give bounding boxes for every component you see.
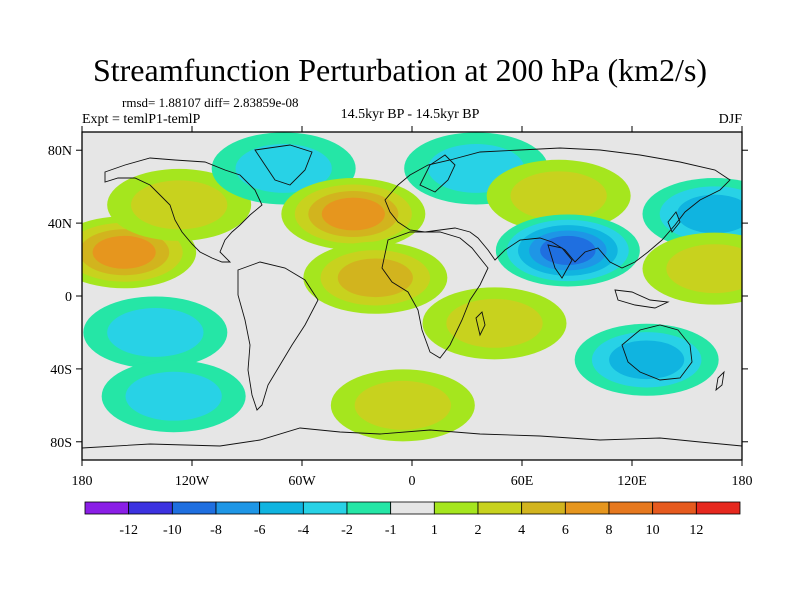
colorbar-swatch (608, 501, 654, 515)
contour-north-atlantic-positive-level-6 (321, 197, 385, 231)
colorbar-swatch (171, 501, 217, 515)
season-label: DJF (718, 112, 742, 127)
colorbar-swatch (390, 501, 435, 515)
y-tick-label: 80N (48, 144, 72, 159)
contour-indian-ocean-positive-level-2 (446, 298, 543, 348)
coastline-india (547, 244, 573, 279)
x-tick-label: 60E (511, 474, 534, 489)
colorbar-swatch (521, 501, 566, 515)
colorbar-label: 2 (475, 523, 482, 538)
colorbar-label: -2 (341, 523, 353, 538)
x-tick-label: 180 (72, 474, 93, 489)
x-axis: 180 120W 60W 0 60E 120E 180 (72, 126, 753, 489)
colorbar-label: 4 (518, 523, 525, 538)
coastline-layer (82, 144, 742, 449)
colorbar-swatch (433, 501, 479, 515)
period-label: 14.5kyr BP - 14.5kyr BP (340, 107, 480, 122)
x-tick-label: 180 (732, 474, 753, 489)
colorbar-label: 12 (689, 523, 703, 538)
colorbar-swatch (259, 501, 304, 515)
colorbar-swatch (346, 501, 392, 515)
contour-south-pacific-negative-level-2 (107, 307, 204, 357)
colorbar-swatch (564, 501, 610, 515)
coastline-south-america (237, 261, 319, 411)
experiment-label: Expt = temlP1-temlP (82, 112, 201, 127)
colorbar-label: 6 (562, 523, 569, 538)
colorbar-swatch (128, 501, 173, 515)
coastline-north-america (104, 157, 263, 263)
colorbar-swatch (302, 501, 348, 515)
contour-southern-ocean-negative-west-level-2 (125, 371, 222, 421)
contour-tropical-atlantic-positive-level-4 (337, 258, 413, 298)
contour-southern-ocean-positive-level-2 (354, 380, 451, 430)
chart-title: Streamfunction Perturbation at 200 hPa (… (92, 52, 708, 88)
y-tick-label: 40S (50, 363, 72, 378)
coastline-antarctica (82, 427, 742, 449)
coastline-eurasia (384, 147, 731, 269)
coastline-scandinavia (419, 154, 456, 193)
coastline-new-zealand (715, 370, 725, 392)
y-tick-label: 80S (50, 436, 72, 451)
colorbar-label: -4 (297, 523, 309, 538)
contour-north-america-positive-level-2 (131, 180, 228, 230)
colorbar-swatch (84, 501, 130, 515)
coastline-australia (621, 324, 693, 381)
contour-australia-negative-level-4 (609, 340, 685, 380)
colorbar-label: -12 (119, 523, 138, 538)
x-tick-label: 0 (409, 474, 416, 489)
colorbar-label: -1 (385, 523, 397, 538)
stats-annotation: rmsd= 1.88107 diff= 2.83859e-08 (122, 95, 299, 110)
colorbar-label: 10 (646, 523, 660, 538)
contour-central-pacific-north-positive-level-6 (92, 235, 156, 269)
contour-south-asia-negative-level-8 (540, 235, 596, 266)
colorbar-label: 1 (431, 523, 438, 538)
colorbar: -12 -10 -8 -6 -4 -2 -1 1 2 4 6 8 10 12 (84, 501, 741, 538)
colorbar-label: -6 (254, 523, 266, 538)
colorbar-swatch (695, 501, 741, 515)
colorbar-swatch (215, 501, 261, 515)
coastline-greenland (254, 144, 313, 186)
contour-east-asia-positive-level-2 (666, 244, 742, 294)
colorbar-swatch (477, 501, 523, 515)
x-tick-label: 60W (288, 474, 316, 489)
colorbar-label: -10 (163, 523, 182, 538)
contour-fill-layer (82, 132, 742, 442)
colorbar-swatch (652, 501, 697, 515)
contour-north-pacific-negative-level-4 (676, 194, 742, 234)
coastline-madagascar (475, 311, 486, 337)
contour-siberia-positive-level-2 (510, 171, 607, 221)
x-tick-label: 120W (175, 474, 210, 489)
y-axis: 80N 40N 0 40S 80S (48, 144, 748, 451)
coastline-africa (381, 231, 489, 359)
y-tick-label: 0 (65, 290, 72, 305)
coastline-japan (667, 211, 681, 233)
y-tick-label: 40N (48, 217, 72, 232)
x-tick-label: 120E (617, 474, 647, 489)
colorbar-label: -8 (210, 523, 222, 538)
colorbar-label: 8 (606, 523, 613, 538)
coastline-maritime-asia (614, 289, 670, 309)
